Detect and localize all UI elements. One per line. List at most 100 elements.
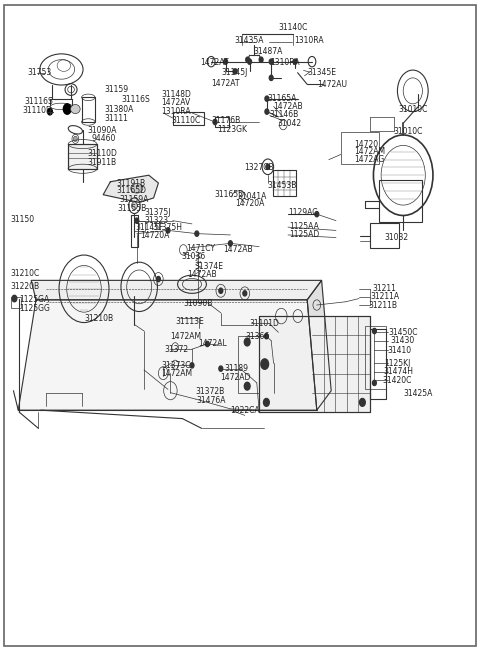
Circle shape (372, 328, 376, 334)
Text: 31042: 31042 (277, 119, 301, 128)
Text: 1327CB: 1327CB (244, 163, 274, 172)
Bar (273, 170, 296, 196)
Circle shape (219, 288, 223, 293)
Text: 31425A: 31425A (403, 389, 432, 398)
Text: 31165D: 31165D (215, 190, 244, 199)
Text: 31036: 31036 (181, 252, 206, 261)
Bar (370, 329, 386, 399)
Text: 31176B: 31176B (211, 116, 240, 125)
Circle shape (195, 231, 199, 236)
Bar (11, 297, 21, 308)
Text: 31345E: 31345E (307, 68, 336, 77)
Circle shape (213, 119, 217, 125)
Bar (259, 316, 370, 412)
Text: 31189: 31189 (225, 364, 249, 373)
Polygon shape (31, 280, 322, 300)
Circle shape (266, 164, 270, 169)
Text: 31146B: 31146B (270, 110, 299, 119)
Circle shape (224, 59, 228, 64)
Text: 1471CY: 1471CY (186, 244, 215, 253)
Ellipse shape (71, 104, 80, 114)
Circle shape (246, 57, 250, 62)
Text: 31110D: 31110D (22, 106, 52, 115)
Text: 31430: 31430 (390, 336, 415, 345)
Text: 94460: 94460 (91, 134, 116, 143)
Text: 14720A: 14720A (235, 199, 264, 208)
Text: 31159: 31159 (105, 85, 129, 94)
Text: 1472AB: 1472AB (223, 245, 252, 254)
Text: 31010C: 31010C (394, 127, 423, 136)
Text: 31210C: 31210C (11, 269, 40, 278)
Text: 31150: 31150 (11, 215, 35, 224)
Text: 31165A: 31165A (268, 94, 297, 103)
Text: 31116S: 31116S (121, 95, 150, 104)
Bar (238, 336, 259, 393)
Text: 31420C: 31420C (382, 376, 411, 385)
Circle shape (63, 104, 71, 114)
Text: 1472AL: 1472AL (198, 339, 227, 349)
Text: 1472AG: 1472AG (354, 155, 384, 164)
Text: 31090A: 31090A (88, 126, 117, 135)
Bar (365, 326, 386, 389)
Polygon shape (18, 300, 317, 410)
Text: 31148D: 31148D (161, 90, 191, 99)
Text: 31111: 31111 (105, 114, 129, 123)
Circle shape (265, 96, 269, 101)
Circle shape (264, 398, 269, 406)
Circle shape (269, 75, 273, 80)
Text: 31140C: 31140C (278, 23, 308, 32)
Text: 31211A: 31211A (371, 292, 400, 301)
Text: 31474H: 31474H (383, 367, 413, 376)
Text: 14720: 14720 (354, 140, 378, 149)
Text: 1125GG: 1125GG (19, 304, 50, 313)
Circle shape (293, 59, 297, 64)
Text: 31211B: 31211B (369, 300, 397, 310)
Text: 14720A: 14720A (141, 231, 170, 240)
Text: 31032: 31032 (384, 233, 408, 242)
Circle shape (190, 363, 194, 368)
Text: 31110D: 31110D (88, 149, 118, 158)
Text: 1310RA: 1310RA (270, 58, 300, 67)
Text: 31375J: 31375J (144, 208, 170, 217)
Bar (370, 223, 399, 248)
Text: 1310RA: 1310RA (161, 107, 191, 116)
Text: 31220B: 31220B (11, 282, 40, 291)
Circle shape (269, 59, 273, 64)
Text: 31453B: 31453B (268, 181, 297, 190)
Text: 1123GK: 1123GK (217, 125, 248, 134)
Circle shape (265, 109, 269, 114)
Text: 31101D: 31101D (250, 319, 279, 328)
Text: 1022CA: 1022CA (230, 406, 260, 415)
Circle shape (264, 334, 268, 339)
Text: 31410: 31410 (388, 346, 412, 355)
Text: 31211: 31211 (372, 284, 396, 293)
Circle shape (205, 341, 209, 347)
Text: 31159A: 31159A (119, 195, 148, 204)
Text: 1472AM: 1472AM (170, 332, 202, 341)
Circle shape (372, 380, 376, 386)
Text: 31366: 31366 (246, 332, 270, 341)
Text: 31373C: 31373C (161, 361, 191, 370)
Text: 31911B: 31911B (88, 158, 117, 167)
Text: 1125GA: 1125GA (19, 295, 49, 304)
Bar (341, 132, 379, 164)
Circle shape (132, 202, 137, 210)
Circle shape (12, 295, 17, 302)
Text: 1125AD: 1125AD (289, 230, 319, 239)
Text: 1472AB: 1472AB (274, 102, 303, 111)
Text: 31375H: 31375H (153, 223, 182, 232)
Circle shape (48, 108, 52, 115)
Text: 1472AM: 1472AM (161, 369, 192, 378)
Polygon shape (103, 175, 158, 202)
Circle shape (73, 136, 77, 141)
Text: 31041A: 31041A (238, 192, 267, 201)
Text: 31110C: 31110C (172, 116, 201, 125)
Text: 31380A: 31380A (105, 104, 134, 114)
Text: 31010C: 31010C (398, 104, 428, 114)
Text: 31165D: 31165D (116, 186, 146, 195)
Text: 31155B: 31155B (117, 204, 146, 214)
Text: 1125AA: 1125AA (289, 222, 319, 231)
Ellipse shape (131, 183, 143, 193)
Text: 31145J: 31145J (222, 67, 248, 77)
Bar (68, 144, 97, 169)
